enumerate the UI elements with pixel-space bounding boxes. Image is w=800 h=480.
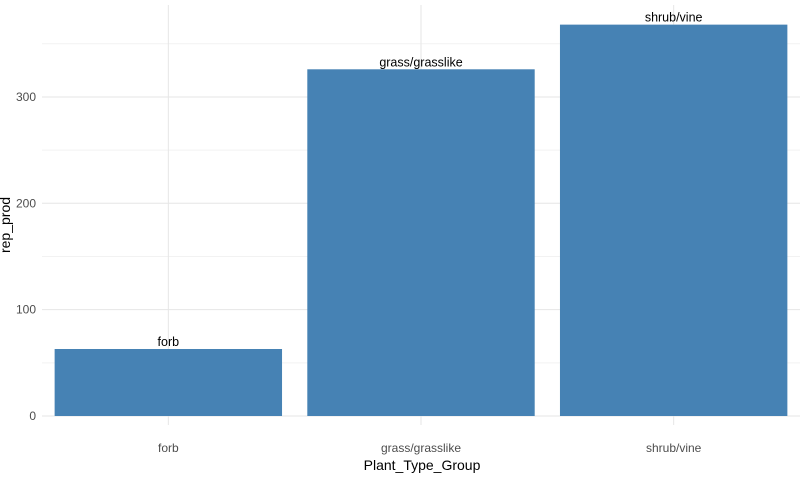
bar [559, 24, 788, 417]
x-axis-title: Plant_Type_Group [364, 457, 481, 473]
x-tick-label: forb [158, 441, 179, 455]
bar-labels: forb grass/grasslike shrub/vine [158, 11, 703, 349]
bar-data-label: forb [158, 335, 180, 349]
x-tick-label: grass/grasslike [381, 441, 461, 455]
y-tick-label: 300 [16, 90, 36, 104]
bars [54, 24, 788, 417]
bar-data-label: grass/grasslike [379, 55, 462, 69]
y-tick-label: 200 [16, 196, 36, 210]
bar [54, 348, 283, 416]
y-tick-label: 0 [29, 409, 36, 423]
x-axis-ticks: forb grass/grasslike shrub/vine [158, 441, 702, 455]
x-tick-label: shrub/vine [646, 441, 702, 455]
bar-data-label: shrub/vine [645, 11, 703, 25]
y-axis-ticks: 0 100 200 300 [16, 90, 36, 423]
y-tick-label: 100 [16, 303, 36, 317]
bar [307, 69, 535, 416]
y-axis-title: rep_prod [0, 197, 13, 253]
